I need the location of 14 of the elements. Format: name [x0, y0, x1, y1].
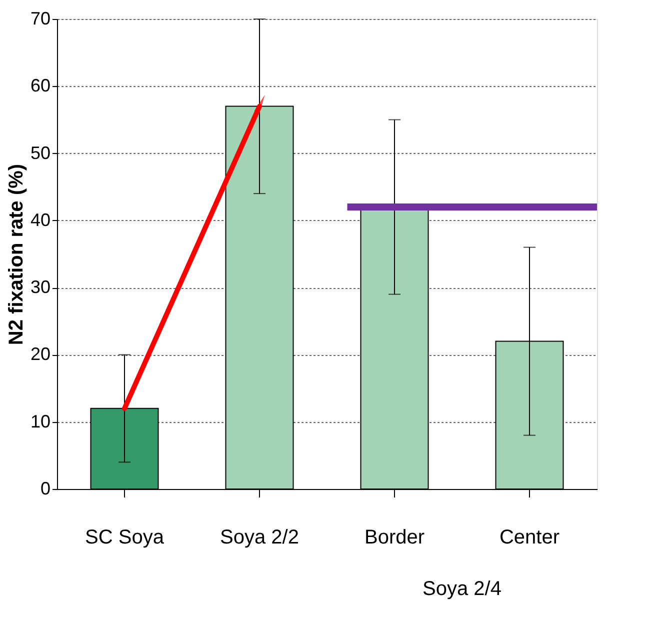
y-tick-label: 20 [30, 344, 50, 364]
x-tick-label: Soya 2/2 [220, 526, 299, 548]
y-tick-label: 70 [30, 8, 50, 28]
y-tick-label: 0 [40, 478, 50, 498]
y-tick-label: 30 [30, 277, 50, 298]
text: Soya 2/4 [422, 578, 502, 600]
y-tick-label: 60 [30, 76, 50, 96]
y-tick-label: 40 [30, 210, 50, 230]
x-tick-label: Border [364, 526, 425, 548]
x-tick-label: SC Soya [85, 526, 165, 548]
y-axis-title: N2 fixation rate (%) [5, 164, 28, 346]
x-tick-label: Center [499, 526, 560, 548]
y-tick-label: 10 [30, 411, 50, 432]
y-tick-label: 50 [30, 142, 50, 163]
